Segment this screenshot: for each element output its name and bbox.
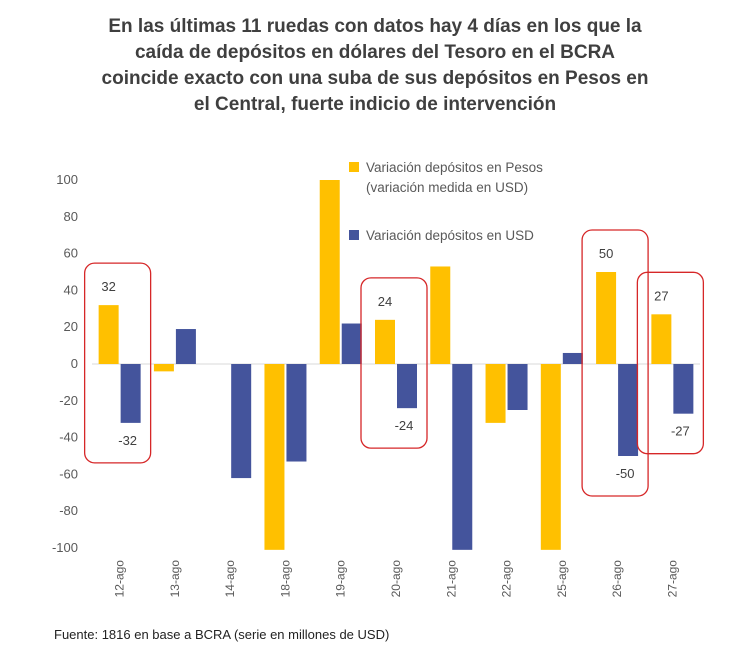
bar-pesos-19-ago: [319, 180, 340, 364]
bar-usd-20-ago: [397, 364, 417, 409]
source-note: Fuente: 1816 en base a BCRA (serie en mi…: [54, 627, 390, 642]
bar-pesos-18-ago: [264, 364, 285, 550]
x-tick-label: 27-ago: [665, 560, 679, 598]
bar-usd-27-ago: [673, 364, 694, 414]
data-label-usd: -27: [671, 424, 690, 439]
y-tick-label: 20: [64, 319, 78, 334]
legend-label-pesos: (variación medida en USD): [366, 180, 528, 195]
bar-usd-14-ago: [231, 364, 252, 479]
x-tick-label: 22-ago: [500, 560, 514, 598]
x-tick-label: 19-ago: [334, 560, 348, 598]
y-tick-label: -80: [59, 503, 78, 518]
bar-pesos-13-ago: [153, 364, 174, 372]
data-label-pesos: 24: [378, 294, 392, 309]
data-label-usd: -50: [616, 466, 635, 481]
bar-usd-12-ago: [120, 364, 141, 423]
y-tick-label: 0: [71, 356, 78, 371]
highlight-box-27-ago: [636, 271, 705, 455]
highlight-box-26-ago: [581, 229, 649, 497]
x-tick-label: 21-ago: [444, 560, 458, 598]
highlight-box-12-ago: [83, 262, 152, 464]
legend-swatch-usd: [349, 230, 359, 240]
bar-usd-19-ago: [341, 323, 362, 364]
bar-usd-22-ago: [507, 364, 528, 410]
bar-usd-18-ago: [286, 364, 307, 462]
data-label-usd: -24: [395, 418, 414, 433]
bar-usd-26-ago: [618, 364, 639, 456]
bar-pesos-12-ago: [98, 305, 119, 364]
chart-title: En las últimas 11 ruedas con datos hay 4…: [101, 16, 649, 115]
legend-swatch-pesos: [349, 162, 359, 172]
x-tick-label: 18-ago: [278, 560, 292, 598]
bar-usd-21-ago: [452, 364, 473, 550]
bar-usd-13-ago: [175, 329, 196, 364]
data-label-pesos: 50: [599, 246, 613, 261]
y-tick-label: 80: [64, 209, 78, 224]
bar-pesos-22-ago: [485, 364, 506, 423]
x-tick-label: 14-ago: [223, 560, 237, 598]
bar-pesos-21-ago: [430, 266, 451, 364]
data-label-pesos: 32: [101, 279, 115, 294]
y-tick-label: -60: [59, 466, 78, 481]
y-tick-label: 40: [64, 282, 78, 297]
bar-pesos-20-ago: [375, 319, 395, 364]
data-label-pesos: 27: [654, 288, 668, 303]
y-tick-label: -40: [59, 430, 78, 445]
legend-label-pesos: Variación depósitos en Pesos: [366, 160, 543, 175]
y-tick-label: 60: [64, 246, 78, 261]
x-tick-label: 13-ago: [168, 560, 182, 598]
y-tick-label: -100: [52, 540, 78, 555]
bar-usd-25-ago: [562, 352, 583, 364]
y-tick-label: -20: [59, 393, 78, 408]
x-tick-label: 12-ago: [113, 560, 127, 598]
data-label-usd: -32: [118, 433, 137, 448]
x-tick-label: 25-ago: [555, 560, 569, 598]
bar-pesos-27-ago: [651, 314, 672, 364]
x-tick-label: 20-ago: [389, 560, 403, 598]
bar-pesos-25-ago: [540, 364, 561, 550]
y-tick-label: 100: [56, 172, 78, 187]
highlight-box-20-ago: [360, 277, 428, 449]
bar-pesos-26-ago: [596, 272, 617, 364]
legend-label-usd: Variación depósitos en USD: [366, 228, 534, 243]
x-tick-label: 26-ago: [610, 560, 624, 598]
